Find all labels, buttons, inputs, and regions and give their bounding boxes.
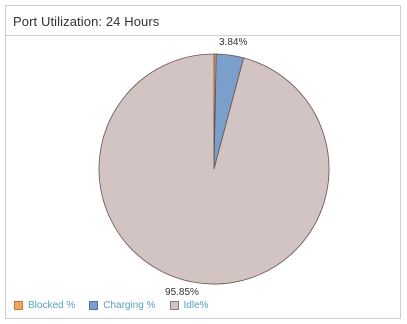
data-label-charging: 3.84%: [219, 37, 247, 48]
chart-header: Port Utilization: 24 Hours: [5, 5, 401, 35]
chart-title: Port Utilization: 24 Hours: [13, 14, 160, 29]
pie-slice-idle[interactable]: [98, 53, 330, 285]
legend-swatch-idle: [169, 301, 179, 310]
pie-labels: 3.84% 95.85%: [165, 37, 247, 298]
legend-label-idle: Idle%: [183, 300, 209, 311]
legend: Blocked % Charging % Idle%: [14, 300, 223, 311]
legend-swatch-charging: [89, 301, 99, 310]
legend-swatch-blocked: [14, 301, 23, 310]
data-label-idle: 95.85%: [165, 287, 199, 298]
pie-slices: [98, 53, 330, 285]
legend-item-idle[interactable]: Idle%: [169, 300, 209, 311]
legend-item-blocked[interactable]: Blocked %: [14, 300, 75, 311]
legend-item-charging[interactable]: Charging %: [89, 300, 156, 311]
legend-label-blocked: Blocked %: [28, 300, 76, 311]
legend-label-charging: Charging %: [103, 300, 156, 311]
